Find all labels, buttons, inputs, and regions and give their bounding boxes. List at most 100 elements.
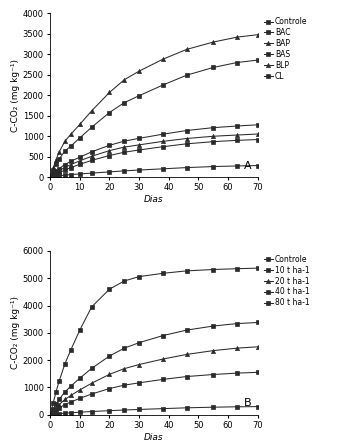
Controle (211, 405, 216, 410)
Line: BAS: BAS (48, 58, 260, 179)
40 t ha-1 (122, 346, 126, 351)
Controle (122, 168, 126, 173)
80 t ha-1 (184, 268, 189, 273)
BAC (51, 171, 55, 177)
BAS (256, 58, 260, 63)
BLP (69, 132, 73, 137)
Controle (107, 169, 112, 174)
CL (184, 141, 189, 146)
40 t ha-1 (69, 384, 73, 389)
Controle (48, 174, 52, 180)
BAS (51, 168, 55, 173)
40 t ha-1 (90, 366, 94, 371)
BAS (211, 65, 216, 70)
80 t ha-1 (122, 278, 126, 284)
Line: Controle: Controle (48, 164, 260, 179)
BLP (235, 34, 239, 40)
BAC (107, 143, 112, 148)
Y-axis label: C-CO₂ (mg kg⁻¹): C-CO₂ (mg kg⁻¹) (11, 296, 20, 369)
CL (51, 173, 55, 178)
20 t ha-1 (184, 352, 189, 357)
BAP (256, 131, 260, 136)
BAC (122, 139, 126, 144)
Controle (211, 164, 216, 169)
BAS (184, 73, 189, 78)
20 t ha-1 (51, 409, 55, 414)
20 t ha-1 (63, 396, 67, 402)
Controle (78, 409, 82, 415)
BLP (184, 47, 189, 52)
20 t ha-1 (90, 380, 94, 386)
Line: 10 t ha-1: 10 t ha-1 (48, 370, 260, 417)
80 t ha-1 (161, 271, 165, 276)
BAP (54, 170, 58, 175)
10 t ha-1 (90, 391, 94, 396)
80 t ha-1 (54, 389, 58, 395)
Line: BLP: BLP (48, 33, 260, 179)
Line: 40 t ha-1: 40 t ha-1 (48, 320, 260, 417)
Controle (107, 408, 112, 413)
CL (137, 147, 141, 153)
80 t ha-1 (63, 361, 67, 367)
BAS (122, 100, 126, 105)
40 t ha-1 (235, 321, 239, 326)
Controle (51, 174, 55, 179)
CL (78, 161, 82, 167)
BAS (161, 83, 165, 88)
Controle (51, 412, 55, 417)
BAS (69, 144, 73, 149)
20 t ha-1 (235, 346, 239, 351)
BLP (57, 149, 61, 155)
CL (161, 144, 165, 149)
80 t ha-1 (256, 265, 260, 271)
10 t ha-1 (57, 405, 61, 411)
10 t ha-1 (48, 412, 52, 417)
40 t ha-1 (256, 320, 260, 325)
Controle (69, 172, 73, 177)
X-axis label: Dias: Dias (144, 195, 164, 204)
80 t ha-1 (107, 286, 112, 292)
BAC (256, 122, 260, 128)
X-axis label: Dias: Dias (144, 433, 164, 442)
BAP (90, 154, 94, 159)
80 t ha-1 (235, 266, 239, 271)
BAC (69, 159, 73, 164)
BLP (107, 90, 112, 95)
20 t ha-1 (78, 387, 82, 392)
40 t ha-1 (211, 323, 216, 329)
20 t ha-1 (54, 405, 58, 410)
Controle (78, 171, 82, 177)
BAP (137, 142, 141, 148)
10 t ha-1 (161, 377, 165, 382)
BLP (54, 157, 58, 162)
BAS (54, 161, 58, 167)
BAC (78, 154, 82, 160)
CL (48, 174, 52, 180)
20 t ha-1 (122, 366, 126, 372)
80 t ha-1 (211, 267, 216, 272)
Controle (63, 173, 67, 178)
BLP (51, 165, 55, 171)
Controle (57, 411, 61, 417)
Controle (69, 410, 73, 415)
20 t ha-1 (57, 402, 61, 407)
BAP (63, 165, 67, 170)
80 t ha-1 (90, 304, 94, 310)
Controle (256, 404, 260, 409)
20 t ha-1 (48, 412, 52, 417)
Legend: Controle, BAC, BAP, BAS, BLP, CL: Controle, BAC, BAP, BAS, BLP, CL (263, 17, 308, 81)
10 t ha-1 (107, 386, 112, 391)
Controle (184, 165, 189, 170)
40 t ha-1 (78, 376, 82, 381)
40 t ha-1 (184, 327, 189, 333)
Text: A: A (244, 161, 252, 171)
Controle (90, 170, 94, 176)
BAC (235, 124, 239, 129)
20 t ha-1 (161, 356, 165, 362)
80 t ha-1 (57, 379, 61, 384)
40 t ha-1 (57, 397, 61, 402)
CL (54, 171, 58, 177)
BAS (48, 174, 52, 180)
BAP (78, 158, 82, 164)
Controle (48, 412, 52, 417)
